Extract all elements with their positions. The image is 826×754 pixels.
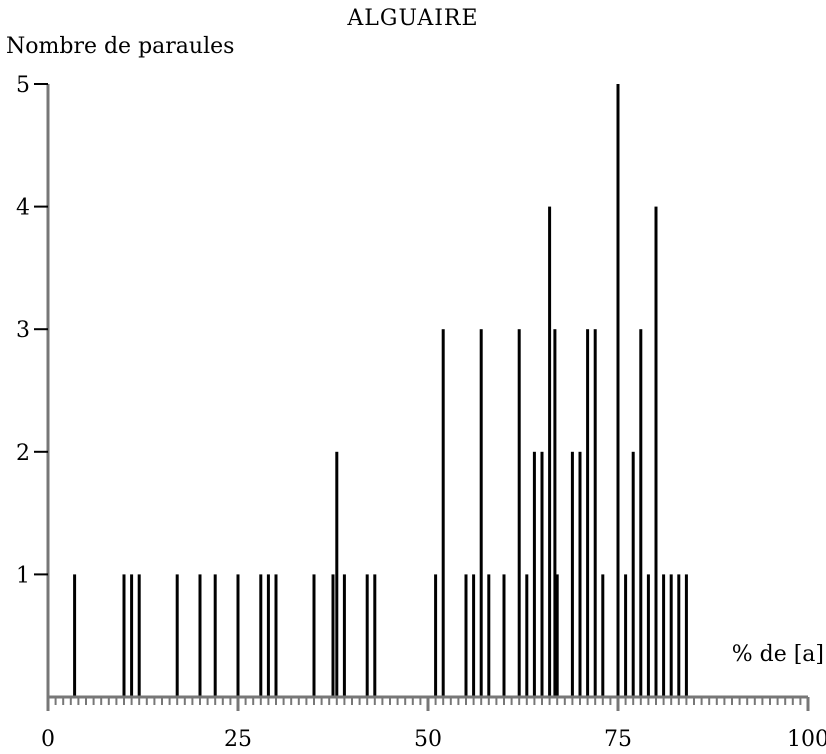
- bar-14: [335, 451, 339, 697]
- bar-20: [464, 574, 468, 697]
- bar-40: [639, 329, 643, 697]
- bar-22: [479, 329, 483, 697]
- bar-12: [312, 574, 316, 697]
- x-tick-label-25: 25: [224, 727, 252, 752]
- bar-21: [472, 574, 476, 697]
- bar-7: [213, 574, 217, 697]
- chart-title: ALGUAIRE: [347, 6, 479, 31]
- bar-11: [274, 574, 278, 697]
- bar-45: [677, 574, 681, 697]
- bar-3: [130, 574, 134, 697]
- bar-15: [342, 574, 346, 697]
- bar-25: [517, 329, 521, 697]
- bar-30: [553, 329, 557, 697]
- bar-36: [601, 574, 605, 697]
- axes-group: 0 25 50 75 100 1 2 3 4 5: [16, 73, 826, 752]
- bar-29: [548, 206, 552, 697]
- bar-17: [373, 574, 377, 697]
- bar-18: [434, 574, 438, 697]
- bars-group: [46, 84, 688, 697]
- bar-41: [646, 574, 650, 697]
- bar-19: [441, 329, 445, 697]
- y-tick-label-3: 3: [16, 318, 30, 343]
- bar-5: [175, 574, 179, 697]
- bar-38: [624, 574, 628, 697]
- bar-27: [532, 451, 536, 697]
- bar-10: [266, 574, 270, 697]
- bar-35: [593, 329, 597, 697]
- bar-8: [236, 574, 240, 697]
- bar-33: [578, 451, 582, 697]
- bar-16: [365, 574, 369, 697]
- x-axis-label: % de [a]: [731, 642, 824, 667]
- y-tick-label-1: 1: [16, 563, 30, 588]
- bar-32: [570, 451, 574, 697]
- bar-9: [259, 574, 263, 697]
- x-tick-label-0: 0: [41, 727, 55, 752]
- y-tick-label-2: 2: [16, 441, 30, 466]
- x-tick-label-50: 50: [414, 727, 442, 752]
- x-tick-label-75: 75: [604, 727, 632, 752]
- bar-23: [487, 574, 491, 697]
- y-tick-label-4: 4: [16, 196, 30, 221]
- bar-39: [631, 451, 635, 697]
- bar-4: [137, 574, 141, 697]
- bar-34: [586, 329, 590, 697]
- bar-13: [331, 574, 335, 697]
- x-tick-label-100: 100: [787, 727, 826, 752]
- bar-1: [73, 574, 77, 697]
- y-tick-label-5: 5: [16, 73, 30, 98]
- bar-43: [662, 574, 666, 697]
- bar-31: [555, 574, 559, 697]
- y-axis-label: Nombre de paraules: [6, 34, 235, 59]
- bar-2: [122, 574, 126, 697]
- bar-37: [616, 84, 620, 697]
- bar-26: [525, 574, 529, 697]
- bar-46: [684, 574, 688, 697]
- bar-44: [669, 574, 673, 697]
- bar-6: [198, 574, 202, 697]
- bar-24: [502, 574, 506, 697]
- bar-28: [540, 451, 544, 697]
- bar-42: [654, 206, 658, 697]
